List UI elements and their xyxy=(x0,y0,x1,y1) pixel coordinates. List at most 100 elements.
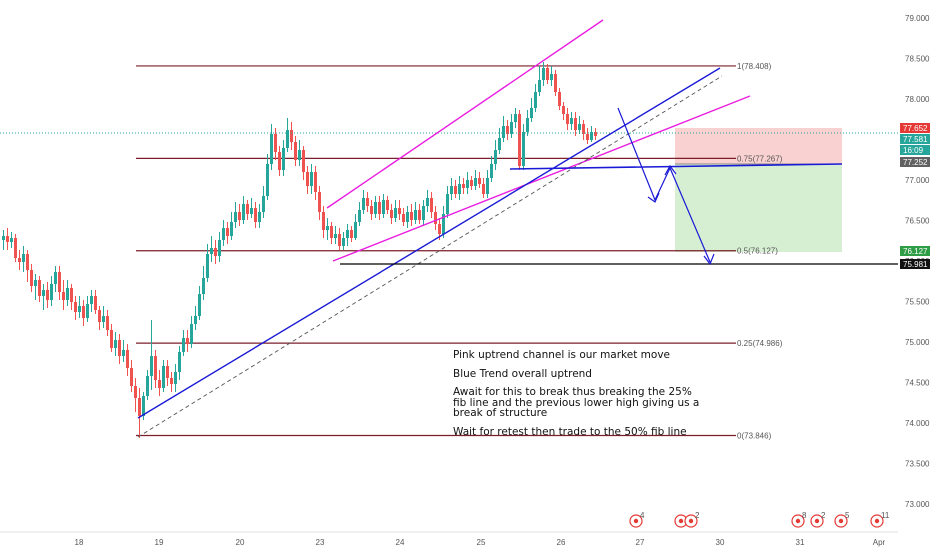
candle xyxy=(490,156,493,182)
pink-channel-lower[interactable] xyxy=(332,95,751,262)
economic-event-icon[interactable]: 11 xyxy=(870,511,890,528)
candle xyxy=(42,284,45,310)
fib-level-label: 0.25(74.986) xyxy=(737,339,783,348)
candle xyxy=(134,378,137,412)
candle xyxy=(254,202,257,228)
candle xyxy=(374,196,377,218)
candle xyxy=(474,170,477,190)
candle xyxy=(366,192,369,212)
economic-event-icon[interactable]: 8 xyxy=(791,511,807,528)
candle xyxy=(562,102,565,120)
candle xyxy=(362,190,365,214)
economic-event-icon[interactable]: 2 xyxy=(810,511,826,528)
candle xyxy=(402,208,405,226)
candle xyxy=(462,178,465,194)
y-tick-label: 73.500 xyxy=(905,460,930,469)
candle xyxy=(266,154,269,200)
candle xyxy=(350,226,353,242)
candle xyxy=(526,110,529,136)
candle xyxy=(570,112,573,130)
candle xyxy=(514,108,517,128)
candle xyxy=(250,198,253,218)
economic-event-icon[interactable]: 5 xyxy=(834,511,850,528)
candle xyxy=(306,166,309,194)
price-tag xyxy=(900,145,930,155)
candle xyxy=(382,194,385,218)
candle xyxy=(190,316,193,348)
candle xyxy=(18,250,21,270)
candle xyxy=(478,172,481,188)
price-axis-panel[interactable] xyxy=(898,0,932,550)
candle xyxy=(590,126,593,142)
fib-level-label: 0(73.846) xyxy=(737,431,772,440)
pink-channel-upper[interactable] xyxy=(326,19,604,209)
take-profit-zone[interactable] xyxy=(675,164,842,252)
candle xyxy=(310,164,313,194)
note-line-4: Wait for retest then trade to the 50% fi… xyxy=(453,425,687,438)
candle xyxy=(2,230,5,250)
dashed-trendline[interactable] xyxy=(137,75,723,438)
candle xyxy=(98,306,101,330)
candle xyxy=(302,146,305,180)
blue-support-line[interactable] xyxy=(509,163,843,170)
economic-event-icon[interactable]: 4 xyxy=(629,511,645,528)
economic-event-icon[interactable] xyxy=(674,514,688,528)
candle xyxy=(226,222,229,244)
candle xyxy=(178,346,181,380)
event-count-label: 8 xyxy=(802,511,807,520)
candle xyxy=(162,360,165,392)
candle xyxy=(502,116,505,142)
candle xyxy=(390,204,393,224)
price-tag-label: 16:09 xyxy=(903,146,924,155)
event-count-label: 2 xyxy=(821,511,826,520)
analysis-notes[interactable]: Pink uptrend channel is our market move … xyxy=(453,350,703,445)
candle xyxy=(454,180,457,198)
event-count-label: 4 xyxy=(640,511,645,520)
y-tick-label: 79.000 xyxy=(905,14,930,23)
candle xyxy=(154,350,157,388)
candle xyxy=(94,290,97,314)
y-tick-label: 75.500 xyxy=(905,298,930,307)
candle xyxy=(34,274,37,300)
candle xyxy=(298,140,301,166)
candle xyxy=(106,310,109,336)
blue-trendline[interactable] xyxy=(137,67,721,419)
candle xyxy=(546,64,549,84)
candle xyxy=(82,300,85,326)
candle xyxy=(10,232,13,248)
candle xyxy=(406,206,409,228)
candle xyxy=(182,330,185,356)
candle xyxy=(346,224,349,246)
economic-event-icon[interactable]: 2 xyxy=(684,511,700,528)
x-tick-label: 31 xyxy=(796,538,805,547)
projected-path[interactable] xyxy=(617,107,711,263)
price-tag-label: 77.252 xyxy=(903,158,928,167)
candle xyxy=(470,176,473,190)
candle xyxy=(230,212,233,240)
candle xyxy=(102,306,105,328)
candle xyxy=(74,296,77,320)
price-tag xyxy=(900,123,930,133)
candle xyxy=(262,186,265,218)
candle xyxy=(594,128,597,140)
candle xyxy=(542,62,545,86)
candle xyxy=(446,186,449,218)
price-tag-label: 75.981 xyxy=(903,260,928,269)
candle xyxy=(522,124,525,170)
candle xyxy=(534,84,537,112)
event-count-label: 11 xyxy=(881,511,890,520)
candle xyxy=(206,244,209,282)
candle xyxy=(422,200,425,226)
candle xyxy=(22,246,25,272)
candle xyxy=(334,226,337,244)
candle xyxy=(214,240,217,264)
price-tag xyxy=(900,134,930,144)
candle xyxy=(114,332,117,356)
candle xyxy=(198,286,201,320)
x-tick-label: 24 xyxy=(396,538,405,547)
candle xyxy=(550,66,553,86)
x-tick-label: 25 xyxy=(477,538,486,547)
candle xyxy=(174,364,177,392)
candle xyxy=(46,282,49,308)
